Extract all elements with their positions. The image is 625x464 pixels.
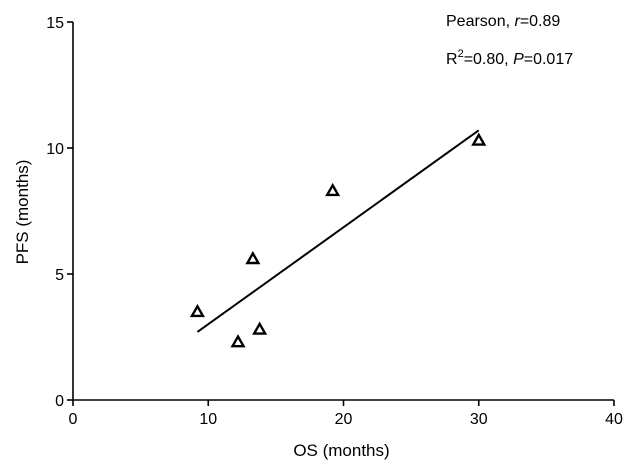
regression-line-group — [196, 129, 480, 333]
r2-p-annotation: R2=0.80, P=0.017 — [446, 48, 573, 68]
data-point — [252, 321, 268, 335]
x-tick-label: 10 — [199, 411, 217, 428]
pearson-r-symbol: r — [514, 13, 520, 30]
data-point — [325, 182, 341, 197]
y-axis-label: PFS (months) — [13, 160, 32, 265]
pearson-prefix: Pearson, — [446, 13, 514, 30]
r2-value: =0.80, — [464, 51, 513, 68]
p-value: =0.017 — [524, 51, 573, 68]
data-point — [189, 303, 205, 318]
axes: 0 10 20 30 40 0 5 10 15 — [46, 15, 623, 428]
r2-symbol: R — [446, 51, 458, 68]
data-point — [245, 250, 261, 265]
x-tick-label: 40 — [605, 411, 623, 428]
p-symbol: P — [513, 51, 524, 68]
y-tick-label: 0 — [55, 393, 64, 410]
data-point — [471, 132, 487, 146]
regression-line — [196, 129, 480, 333]
r2-superscript: 2 — [458, 48, 464, 60]
pearson-r-value: =0.89 — [520, 13, 561, 30]
x-tick-label: 30 — [470, 411, 488, 428]
data-points — [189, 132, 487, 348]
y-tick-label: 5 — [55, 267, 64, 284]
x-tick-label: 20 — [335, 411, 353, 428]
y-tick-label: 15 — [46, 15, 64, 32]
pearson-annotation: Pearson, r=0.89 — [446, 13, 560, 30]
y-tick-label: 10 — [46, 141, 64, 158]
data-point — [230, 334, 246, 348]
x-tick-label: 0 — [69, 411, 78, 428]
x-axis-label: OS (months) — [293, 441, 389, 460]
